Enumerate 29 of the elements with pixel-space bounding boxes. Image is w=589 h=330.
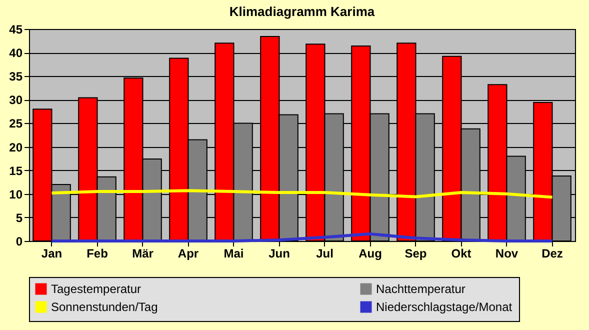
x-tick-label: Okt <box>451 246 472 260</box>
legend-label: Tagestemperatur <box>51 282 142 296</box>
y-tick-label: 20 <box>9 140 23 154</box>
x-tick-label: Jan <box>41 246 62 260</box>
legend-label: Sonnenstunden/Tag <box>51 300 158 314</box>
chart-title: Klimadiagramm Karima <box>229 4 376 19</box>
y-tick-label: 25 <box>9 116 23 131</box>
y-tick-label: 30 <box>9 93 23 108</box>
y-tick-label: 5 <box>16 210 23 225</box>
x-tick-label: Mai <box>224 246 244 260</box>
y-tick-label: 45 <box>9 22 23 36</box>
x-tick-label: Jul <box>316 246 334 260</box>
x-tick-label: Aug <box>358 246 382 260</box>
line-series <box>50 189 554 199</box>
legend-label: Niederschlagstage/Monat <box>376 300 513 314</box>
y-tick-label: 35 <box>9 70 23 84</box>
y-tick-label: 0 <box>16 234 23 248</box>
y-tick-label: 15 <box>9 164 23 178</box>
y-tick-label: 40 <box>9 46 23 60</box>
x-tick-label: Jun <box>268 246 290 260</box>
y-tick-label: 10 <box>9 187 23 202</box>
line-series <box>50 232 554 242</box>
x-tick-label: Dez <box>542 246 563 260</box>
legend-label: Nachttemperatur <box>376 282 466 296</box>
x-tick-label: Sep <box>404 246 427 260</box>
x-tick-label: Nov <box>495 246 518 260</box>
x-tick-label: Mär <box>132 246 154 260</box>
x-tick-label: Feb <box>86 246 108 260</box>
x-tick-label: Apr <box>178 246 199 260</box>
